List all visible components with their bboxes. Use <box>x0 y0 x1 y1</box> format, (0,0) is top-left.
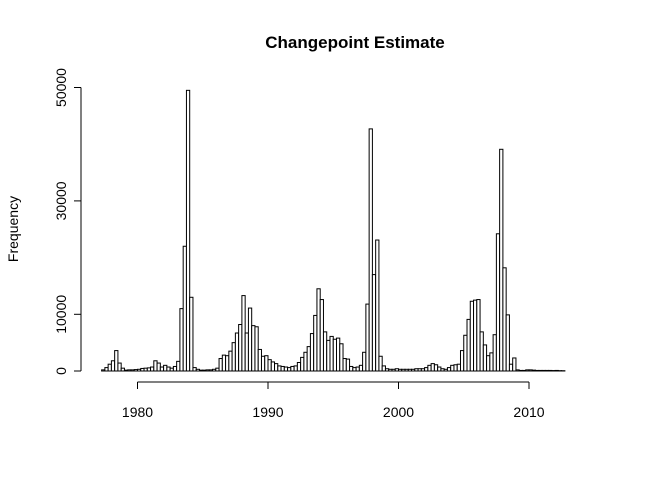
x-tick-label: 1980 <box>122 404 153 420</box>
histogram-bar <box>345 358 351 372</box>
histogram-bar <box>368 128 373 372</box>
x-tick-label: 2010 <box>513 404 544 420</box>
histogram-bar <box>189 296 194 372</box>
y-axis: 0 10000 30000 50000 <box>53 68 82 375</box>
histogram-bar <box>375 239 380 372</box>
histogram-bar <box>117 362 122 372</box>
histogram-bar <box>254 326 259 372</box>
x-axis: 1980 1990 2000 2010 <box>122 381 545 420</box>
x-tick-label: 2000 <box>383 404 414 420</box>
histogram-bar <box>185 89 191 372</box>
x-tick-label: 1990 <box>252 404 283 420</box>
chart-title: Changepoint Estimate <box>265 33 444 52</box>
histogram-bar <box>499 148 504 372</box>
histogram-bar <box>378 355 383 372</box>
histogram-bar <box>120 367 125 372</box>
y-tick-label: 10000 <box>53 295 69 334</box>
y-tick-label: 50000 <box>53 68 69 107</box>
y-tick-label: 30000 <box>53 181 69 220</box>
histogram-bar <box>339 343 344 372</box>
histogram-bar <box>505 314 510 372</box>
histogram-bar <box>512 357 517 372</box>
histogram-bar <box>114 350 119 372</box>
y-axis-label: Frequency <box>5 196 21 262</box>
histogram-bars <box>101 89 566 372</box>
y-tick-label: 0 <box>53 367 69 375</box>
